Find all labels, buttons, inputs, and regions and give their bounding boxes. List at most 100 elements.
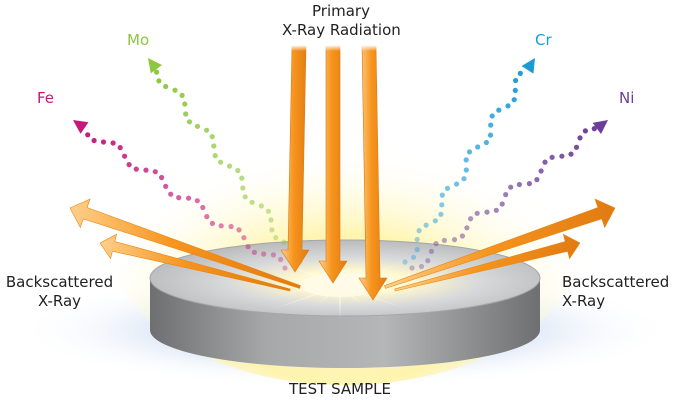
trail-dot [484, 209, 490, 215]
trail-dot [200, 204, 206, 211]
trail-dot [425, 258, 431, 264]
trail-dot [483, 139, 489, 146]
sample-label: TEST SAMPLE [289, 380, 391, 398]
backscatter-arrow-left-lower [99, 233, 291, 292]
trail-dot [487, 132, 494, 138]
trail-dot [577, 135, 583, 141]
impact-starburst [245, 250, 435, 320]
backscatter-right-line1: Backscattered [562, 273, 670, 291]
trail-dot [236, 227, 242, 233]
backscatter-right-label: Backscattered X-Ray [562, 273, 680, 311]
trail-dot [212, 153, 218, 159]
trail-dot [154, 69, 160, 75]
trail-dot [439, 202, 445, 208]
trail-dot [269, 227, 275, 233]
trail-arrowhead [592, 120, 608, 134]
trail-dot [235, 167, 241, 174]
trail-dot [534, 177, 540, 183]
trail-dot [110, 140, 116, 146]
primary-beam-1 [280, 45, 310, 273]
trail-dot [549, 154, 555, 160]
trail-dot [511, 97, 517, 103]
trail-dot [204, 214, 210, 220]
element-trails [73, 58, 608, 271]
trail-dot [282, 265, 288, 271]
trail-dot [439, 192, 445, 198]
trail-dot [143, 167, 149, 173]
trail-dot [273, 235, 279, 241]
trail-dot [245, 244, 251, 250]
trail-dot [542, 159, 548, 165]
element-label-fe: Fe [37, 89, 55, 107]
element-label-mo: Mo [127, 31, 150, 49]
backscatter-left-line1: Backscattered [5, 273, 114, 291]
trail-dot [209, 134, 215, 140]
trail-cr [402, 58, 535, 265]
trail-dot [489, 113, 495, 119]
trail-dot [559, 153, 565, 159]
trail-dot [568, 151, 574, 157]
trail-dot [418, 263, 425, 270]
backscatter-right-line2: X-Ray [562, 292, 606, 310]
trail-dot [172, 87, 178, 93]
trail-dot [163, 83, 169, 90]
trail-dot [281, 239, 287, 245]
trail-dot [186, 119, 193, 125]
trail-dot [503, 192, 509, 198]
trail-dot [204, 127, 210, 133]
trail-dot [176, 195, 182, 201]
trail-dot [226, 163, 233, 169]
primary-label-line2: X-Ray Radiation [282, 21, 401, 39]
trail-dot [239, 175, 245, 181]
trail-dot [159, 174, 165, 181]
trail-dot [152, 169, 158, 175]
trail-ni [409, 120, 608, 271]
trail-dot [432, 218, 438, 224]
trail-dot [517, 70, 523, 76]
trail-dot [126, 162, 132, 168]
element-label-cr: Cr [535, 31, 552, 49]
trail-dot [278, 256, 284, 263]
primary-label-line1: Primary [312, 2, 370, 20]
trail-dot [463, 157, 469, 163]
trail-dot [505, 103, 511, 109]
trail-dot [268, 217, 274, 223]
trail-dot [461, 176, 467, 182]
trail-dot [438, 211, 444, 217]
trail-dot [122, 153, 128, 159]
trail-dot [402, 259, 408, 265]
trail-dot [444, 185, 451, 191]
trail-dot [428, 248, 434, 254]
trail-dot [409, 265, 415, 271]
trail-dot [414, 236, 420, 243]
trail-dot [410, 254, 417, 260]
trail-dot [258, 203, 264, 209]
trail-dot [512, 87, 518, 93]
trail-dot [513, 77, 519, 84]
trail-dot [168, 191, 174, 197]
backscatter-left-line2: X-Ray [37, 292, 82, 310]
trail-dot [474, 210, 480, 216]
trail-dot [463, 167, 469, 173]
trail-dot [475, 144, 481, 150]
backscatter-left-group [69, 198, 301, 292]
trail-dot [163, 183, 169, 189]
trail-dot [183, 111, 189, 117]
trail-dot [182, 101, 188, 107]
trail-dot [526, 181, 533, 187]
trail-dot [573, 144, 580, 150]
trail-dot [414, 247, 420, 253]
trail-dot [464, 225, 470, 231]
trail-dot [508, 184, 514, 190]
trail-dot [100, 139, 107, 145]
trail-dot [85, 132, 91, 138]
trail-dot [218, 159, 224, 165]
backscatter-arrow-left-upper [69, 198, 301, 289]
trail-dot [194, 123, 201, 129]
trail-dot [218, 223, 224, 229]
trail-dot [416, 228, 422, 234]
trail-fe [73, 120, 288, 271]
element-label-ni: Ni [619, 89, 635, 107]
trail-arrowhead [73, 120, 89, 134]
